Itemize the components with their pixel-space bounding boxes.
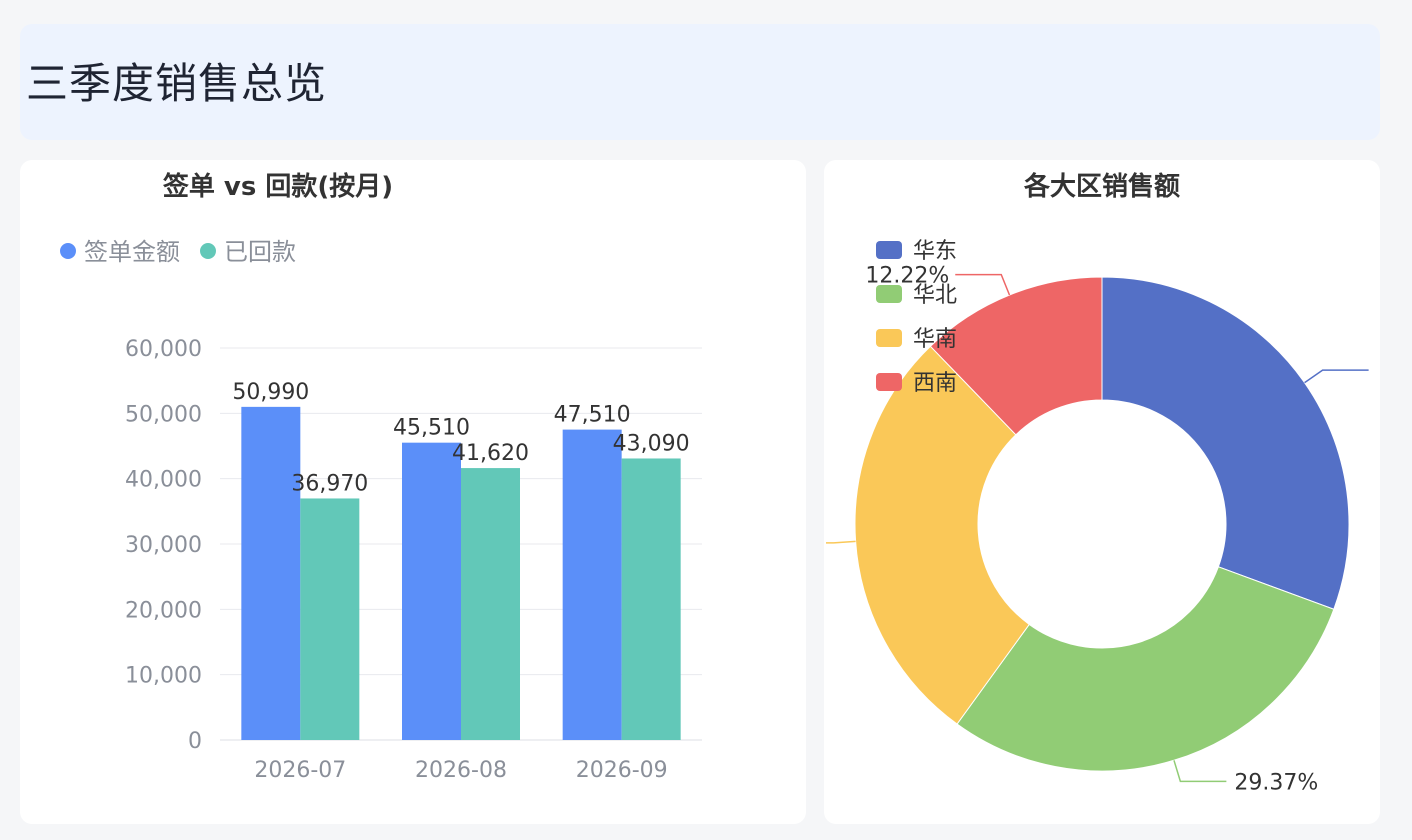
slice-label: 29.37% [1234, 770, 1318, 795]
bar[interactable] [241, 406, 301, 740]
legend-label[interactable]: 西南 [913, 371, 957, 396]
donut-slice[interactable] [929, 276, 1103, 436]
y-tick-label: 30,000 [125, 533, 202, 558]
legend-marker[interactable] [876, 329, 902, 347]
legend-marker[interactable] [200, 243, 216, 259]
data-label: 47,510 [554, 403, 631, 428]
bar[interactable] [402, 442, 461, 740]
x-tick-label: 2026-09 [576, 758, 668, 783]
legend-label[interactable]: 已回款 [224, 238, 296, 266]
legend-label[interactable]: 华北 [913, 283, 957, 308]
legend-marker[interactable] [60, 243, 76, 259]
bar-chart: 签单 vs 回款(按月) 签单金额 已回款 0 10,000 20,000 30,000 40… [60, 171, 702, 783]
donut-slice[interactable] [956, 566, 1335, 772]
leader-line [1304, 369, 1369, 384]
bar[interactable] [621, 458, 681, 740]
data-label: 45,510 [393, 416, 470, 441]
x-tick-label: 2026-07 [254, 758, 346, 783]
y-tick-label: 0 [188, 729, 202, 754]
slice-label: 12.22% [865, 264, 949, 289]
leader-line [826, 540, 856, 544]
leader-line [1173, 760, 1227, 783]
leader-line [955, 273, 1011, 296]
x-tick-label: 2026-08 [415, 758, 507, 783]
chart-title: 签单 vs 回款(按月) [163, 171, 393, 202]
bar-chart-card: 签单 vs 回款(按月) 签单金额 已回款 0 10,000 20,000 30,000 40… [20, 160, 806, 824]
donut-slice[interactable] [1101, 276, 1350, 610]
data-label: 50,990 [232, 380, 309, 405]
page-title: 三季度销售总览 [26, 59, 328, 108]
data-label: 43,090 [613, 431, 690, 456]
bar[interactable] [562, 429, 622, 740]
legend-label[interactable]: 华东 [913, 239, 957, 264]
legend-label[interactable]: 签单金额 [84, 238, 180, 266]
y-tick-label: 40,000 [125, 468, 202, 493]
legend-marker[interactable] [876, 373, 902, 391]
chart-title: 各大区销售额 [1023, 171, 1180, 202]
data-label: 41,620 [452, 441, 529, 466]
legend-marker[interactable] [876, 241, 902, 259]
legend-marker[interactable] [876, 285, 902, 303]
data-label: 36,970 [291, 471, 368, 496]
legend-label[interactable]: 华南 [913, 327, 957, 352]
y-tick-label: 50,000 [125, 402, 202, 427]
y-tick-label: 60,000 [125, 337, 202, 362]
bar[interactable] [300, 498, 360, 740]
header-banner: 三季度销售总览 [20, 24, 1380, 140]
donut-chart-card: 各大区销售额 29.37% 12.22% 华东华北华南西南 [824, 160, 1380, 824]
y-tick-label: 10,000 [125, 664, 202, 689]
donut-slice[interactable] [854, 345, 1030, 725]
y-tick-label: 20,000 [125, 598, 202, 623]
bar[interactable] [461, 468, 520, 740]
